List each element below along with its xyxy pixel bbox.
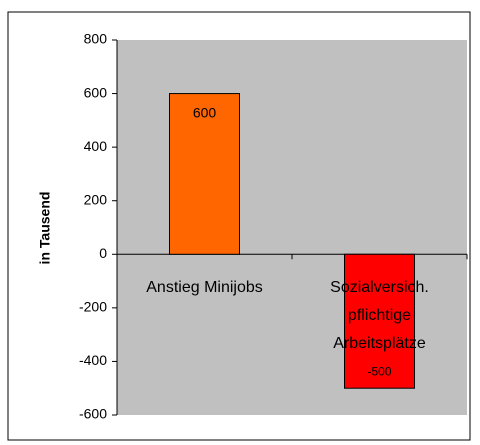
x-tick-label: Anstieg Minijobs (146, 279, 263, 297)
bar (344, 253, 415, 389)
x-tick-label: Sozialversich. pflichtige Arbeitsplätze (330, 279, 429, 353)
y-axis-label: in Tausend (37, 192, 53, 265)
y-tick-label: -600 (79, 406, 107, 422)
data-label: 600 (193, 104, 217, 120)
y-tick-label: 600 (84, 84, 108, 100)
y-tick-label: 400 (84, 138, 108, 154)
y-tick-label: -400 (79, 352, 107, 368)
y-tick-label: 200 (84, 191, 108, 207)
y-tick-label: 800 (84, 31, 108, 47)
data-label: -500 (367, 364, 391, 378)
y-tick-label: 0 (99, 245, 107, 261)
bar (169, 93, 240, 255)
y-tick-label: -200 (79, 299, 107, 315)
